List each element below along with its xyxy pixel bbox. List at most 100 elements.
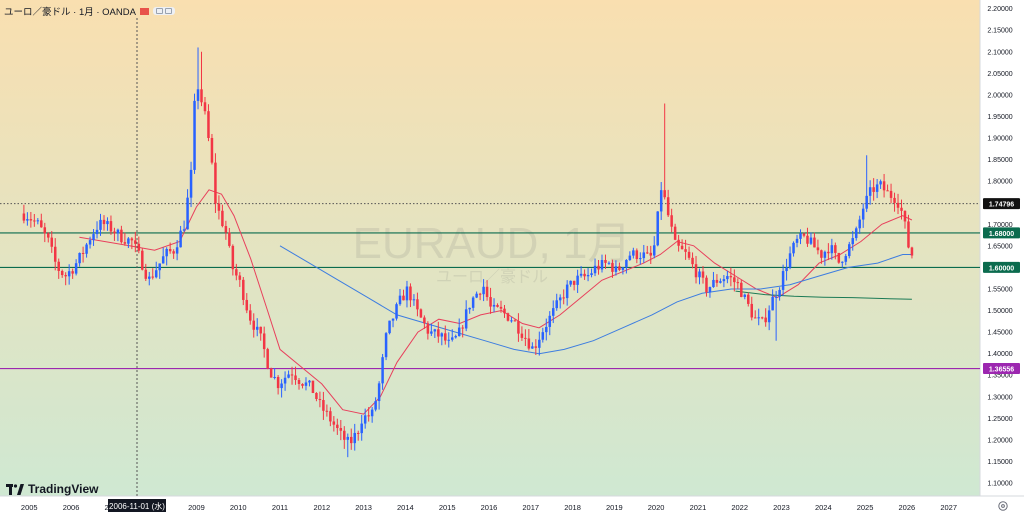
candle-body (308, 380, 311, 383)
candle-body (287, 374, 290, 378)
indicator-toggle[interactable] (152, 7, 175, 15)
candle-body (736, 282, 740, 284)
symbol-header[interactable]: ユーロ／豪ドル · 1月 · OANDA (4, 4, 175, 18)
candle-body (325, 410, 329, 412)
price-tick-label: 1.95000 (987, 114, 1012, 121)
candle-body (363, 415, 367, 424)
candle-body (534, 346, 538, 348)
candle-body (471, 297, 475, 308)
candle-body (266, 349, 269, 369)
candle-body (656, 211, 659, 246)
moving-average-line (735, 290, 912, 300)
candle-body (778, 289, 781, 297)
candle-body (402, 295, 405, 301)
candle-body (297, 380, 301, 384)
time-axis-panel[interactable] (0, 496, 1024, 515)
candle-body (92, 234, 95, 241)
candle-body (886, 190, 889, 192)
candle-body (127, 238, 130, 244)
candle-body (572, 280, 576, 285)
candle-body (834, 245, 837, 253)
candle-body (224, 226, 228, 233)
time-tick-label: 2021 (690, 503, 707, 512)
candle-body (510, 320, 513, 322)
candle-body (503, 308, 506, 314)
time-tick-label: 2023 (773, 503, 790, 512)
candle-body (767, 310, 771, 323)
candle-body (235, 269, 238, 276)
candle-body (40, 220, 43, 228)
candle-body (109, 221, 113, 232)
candle-body (276, 376, 280, 389)
price-tick-label: 2.00000 (987, 92, 1012, 99)
tradingview-wordmark: TradingView (28, 482, 99, 496)
candle-body (492, 304, 496, 307)
tradingview-logo-icon (6, 483, 24, 495)
candle-body (565, 284, 569, 299)
candle-body (673, 226, 677, 240)
candle-body (715, 279, 719, 283)
candle-body (304, 382, 308, 386)
gear-icon[interactable] (998, 501, 1008, 511)
price-tick-label: 1.65000 (987, 243, 1012, 250)
candle-body (726, 276, 729, 280)
candle-body (437, 329, 440, 337)
candle-body (538, 339, 541, 348)
candle-body (694, 264, 698, 278)
candle-body (496, 304, 499, 307)
price-level-label: 1.74796 (989, 202, 1014, 209)
candle-body (865, 195, 868, 209)
candle-body (837, 252, 841, 263)
candle-body (478, 293, 482, 295)
candle-body (830, 245, 834, 254)
candle-body (802, 233, 806, 236)
candle-body (71, 271, 74, 274)
candle-body (468, 307, 471, 310)
candle-body (747, 294, 750, 304)
price-tick-label: 2.20000 (987, 6, 1012, 13)
candle-body (148, 276, 151, 279)
candle-body (705, 277, 708, 293)
candle-body (50, 237, 54, 247)
candle-body (625, 259, 628, 268)
candle-body (858, 219, 861, 229)
candle-body (99, 219, 102, 230)
candle-body (388, 320, 391, 334)
candle-body (450, 337, 454, 340)
candle-body (743, 294, 747, 297)
candle-body (186, 197, 189, 230)
candle-body (903, 210, 907, 222)
candle-body (74, 263, 78, 274)
candle-body (823, 251, 827, 258)
candle-body (848, 244, 851, 257)
candle-body (346, 436, 350, 440)
candle-body (172, 251, 175, 254)
candle-body (78, 252, 81, 264)
candle-body (22, 213, 26, 221)
candle-body (182, 229, 186, 231)
candle-body (569, 280, 572, 285)
candle-body (283, 377, 287, 384)
candle-body (193, 100, 196, 170)
symbol-title[interactable]: ユーロ／豪ドル · 1月 · OANDA (4, 7, 136, 18)
candle-body (203, 102, 207, 112)
price-level-tag (983, 198, 1020, 210)
tradingview-logo[interactable]: TradingView (6, 482, 98, 496)
candle-body (513, 320, 517, 322)
candle-body (663, 190, 666, 198)
candle-body (249, 310, 252, 321)
candle-body (545, 326, 548, 333)
candle-body (632, 250, 635, 256)
price-level-label: 1.60000 (989, 265, 1014, 272)
candle-body (896, 202, 900, 208)
candle-body (231, 245, 235, 270)
candle-body (910, 247, 914, 256)
candle-body (158, 263, 161, 271)
candle-body (120, 229, 123, 243)
candle-body (774, 296, 778, 298)
candle-body (621, 267, 625, 270)
candle-body (57, 261, 60, 271)
price-axis-panel[interactable] (980, 0, 1024, 496)
